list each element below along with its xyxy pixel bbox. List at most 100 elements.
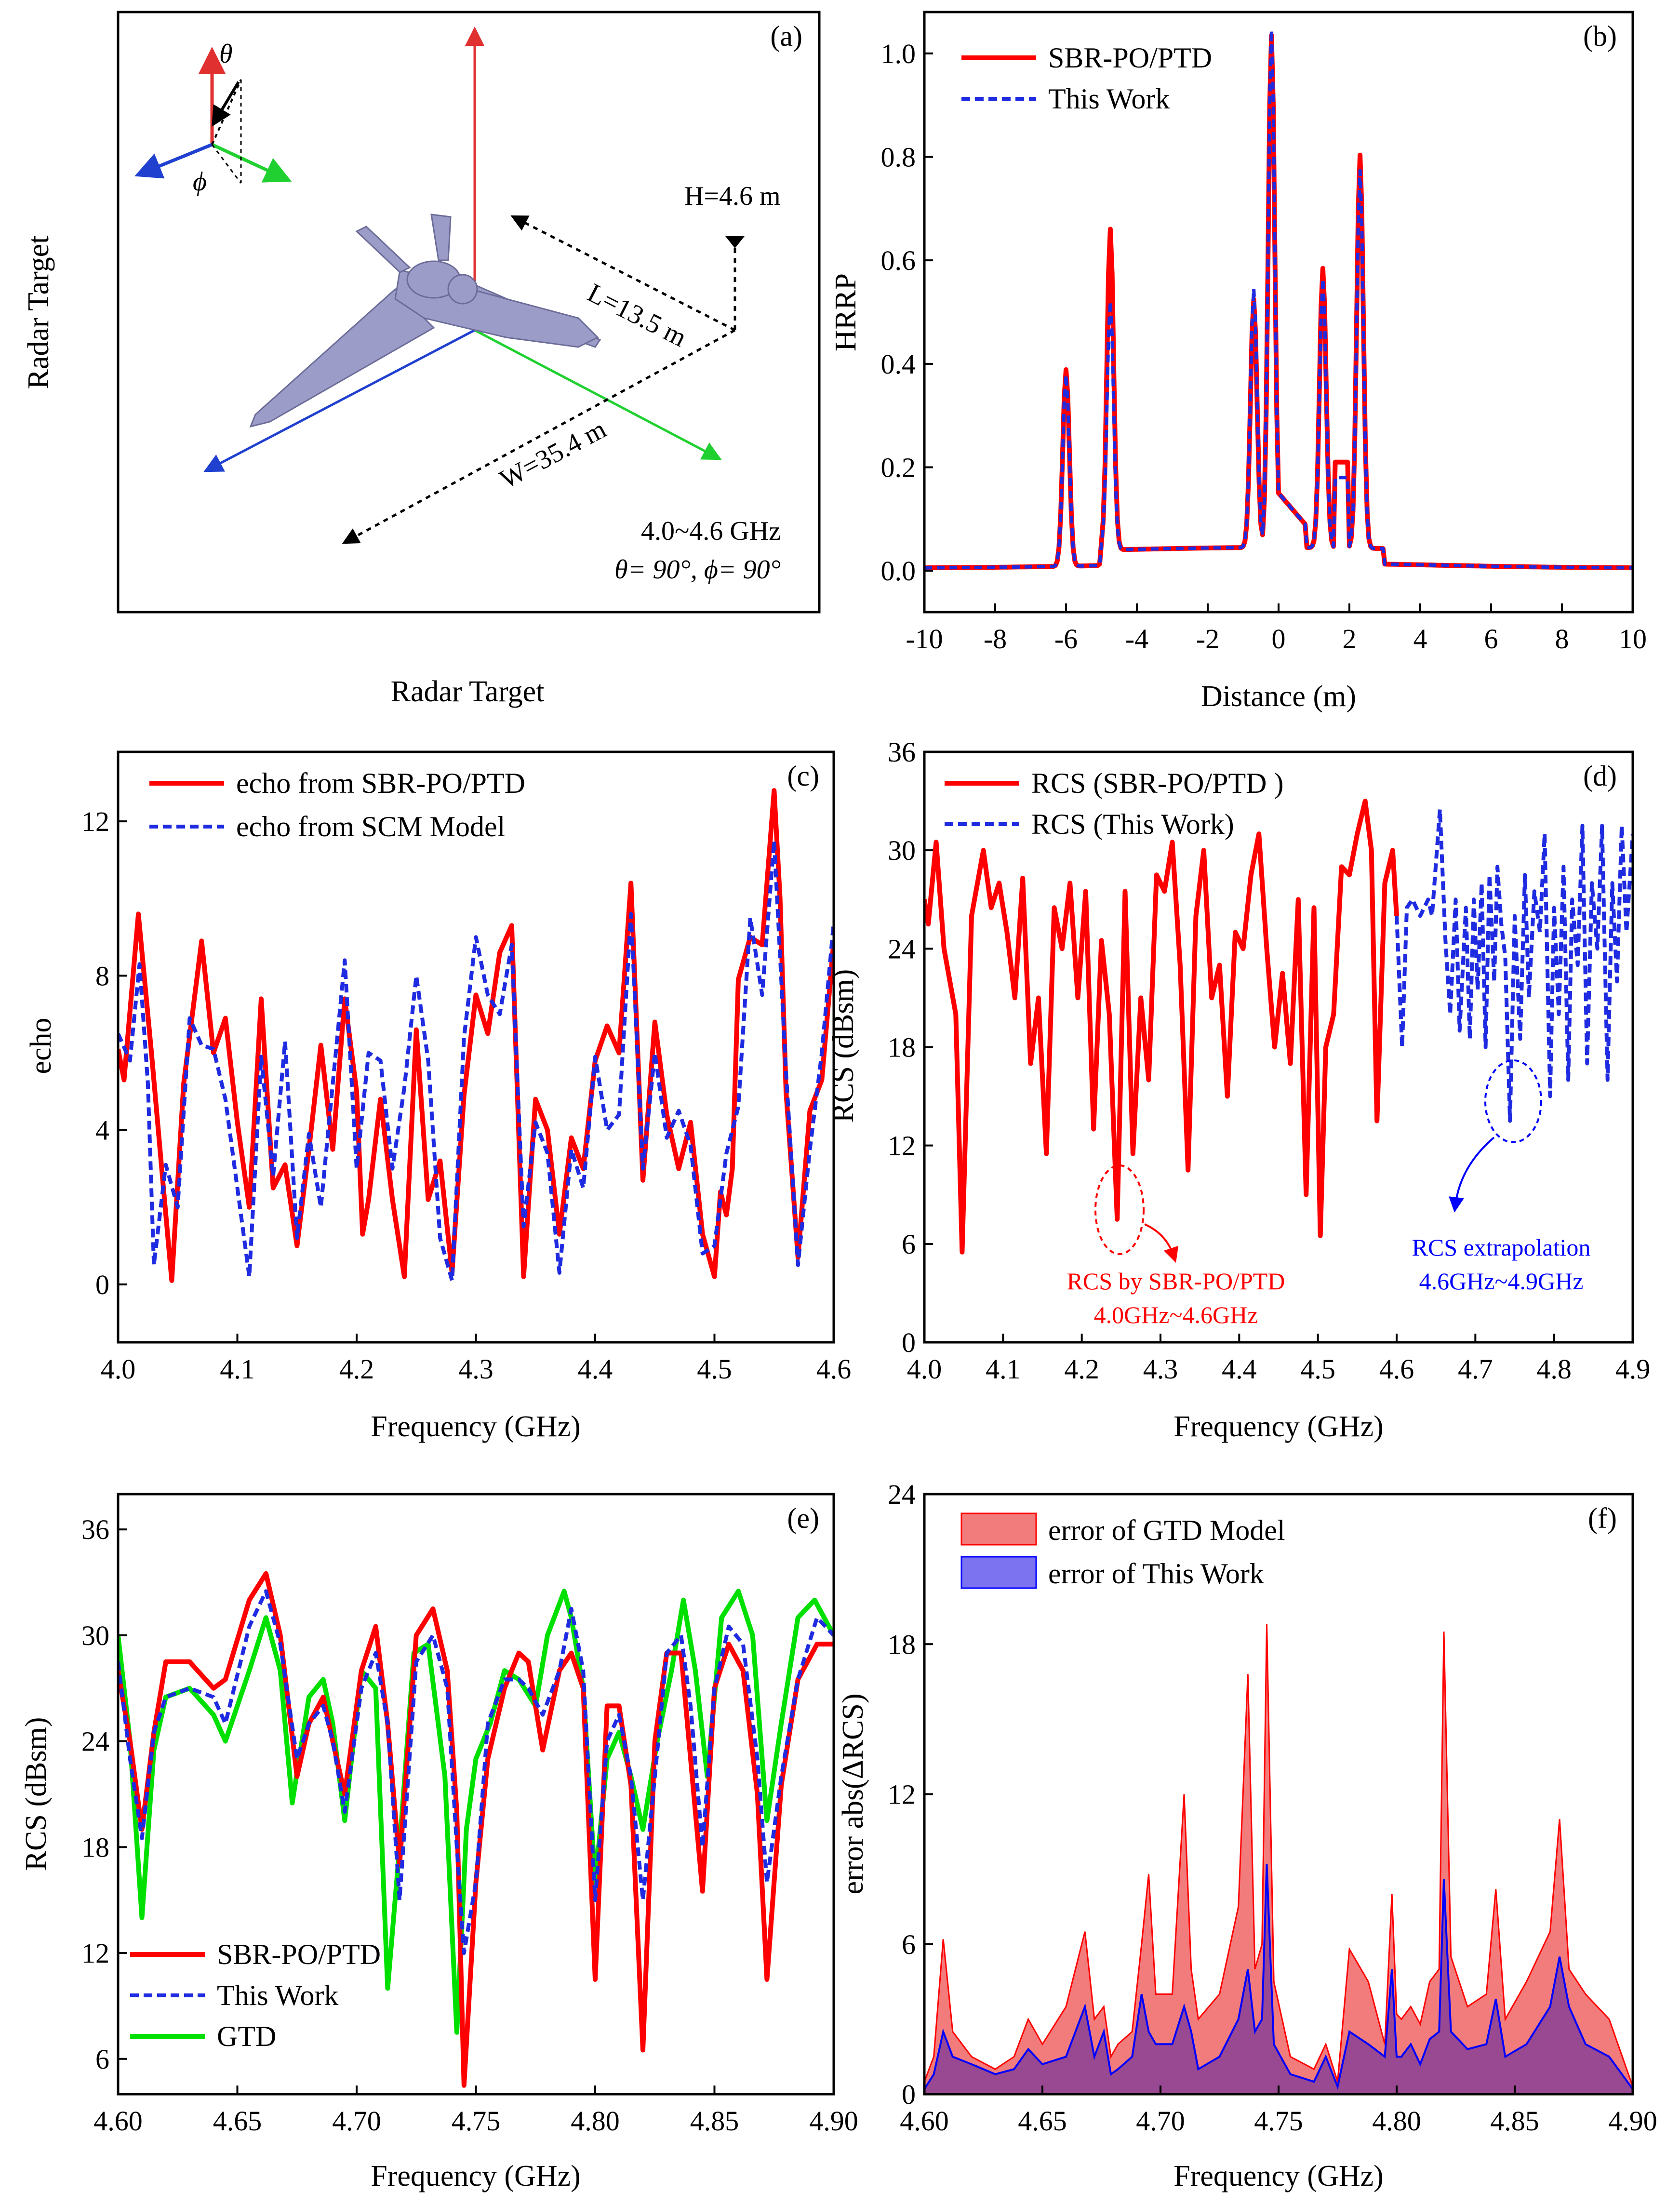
chart-d-xlabel: Frequency (GHz)	[1173, 1410, 1384, 1443]
chart-c-plot: 4.0 4.1 4.2 4.3 4.4 4.5 4.6 0 4 8 12	[81, 788, 851, 1385]
chart-e-x-tick-label: 4.70	[332, 2105, 381, 2137]
chart-f-xlabel: Frequency (GHz)	[1173, 2160, 1384, 2193]
chart-f-frame	[923, 1493, 1634, 2096]
theta-symbol: θ	[219, 39, 233, 69]
red-annotation-line2: 4.0GHz~4.6GHz	[1094, 1301, 1258, 1328]
panel-a-label: (a)	[770, 20, 802, 52]
chart-c-series-group	[118, 788, 834, 1283]
chart-c-x-tick-label: 4.2	[339, 1353, 374, 1385]
chart-e-xlabel: Frequency (GHz)	[371, 2160, 581, 2193]
angle-note: θ= 90°, ϕ= 90°	[614, 555, 781, 585]
legend-label-echo-sbr: echo from SBR-PO/PTD	[236, 767, 525, 799]
chart-e-x-tick-label: 4.60	[93, 2105, 143, 2137]
x-axis-arrow	[474, 329, 722, 460]
chart-b-x-tick-label: -6	[1054, 623, 1078, 655]
error-gtd-area	[924, 1624, 1633, 2094]
blue-annotation-arrow	[1449, 1136, 1495, 1213]
chart-d-x-tick-label: 4.7	[1458, 1353, 1493, 1385]
chart-e-series-1-line	[118, 1589, 834, 1955]
chart-d-ylabel: RCS (dBsm)	[827, 969, 860, 1123]
height-marker	[725, 236, 745, 248]
chart-f: 4.60 4.65 4.70 4.75 4.80 4.85 4.90 0 6 12 18 24 (f)…	[837, 1479, 1657, 2193]
chart-f-x-tick-label: 4.90	[1608, 2105, 1657, 2137]
chart-f-series-group	[924, 1624, 1633, 2094]
chart-f-ylabel: error abs(ΔRCS)	[837, 1694, 869, 1895]
chart-e-y-tick-label: 6	[95, 2044, 109, 2075]
chart-b-x-tick-label: 10	[1619, 623, 1647, 655]
chart-d-y-tick-label: 24	[888, 933, 916, 964]
chart-d-x-tick-label: 4.8	[1536, 1353, 1572, 1385]
legend-label-e-sbr: SBR-PO/PTD	[217, 1939, 381, 1970]
chart-b-xlabel: Distance (m)	[1201, 680, 1356, 713]
legend-label-e-gtd: GTD	[217, 2020, 276, 2052]
y-axis-arrow	[203, 329, 476, 472]
chart-e-x-tick-label: 4.90	[809, 2105, 858, 2137]
chart-c-ylabel: echo	[25, 1017, 57, 1074]
width-dimension	[342, 329, 736, 544]
error-this-work-area	[924, 1864, 1633, 2094]
chart-c-legend: echo from SBR-PO/PTD echo from SCM Model	[149, 767, 525, 842]
chart-f-y-tick-label: 24	[888, 1479, 916, 1510]
chart-d-y-tick-label: 18	[888, 1032, 916, 1063]
chart-c-x-tick-label: 4.0	[101, 1353, 136, 1385]
chart-e-ylabel: RCS (dBsm)	[20, 1717, 53, 1871]
panel-a: (a) Radar Target Radar Target θ ϕ	[22, 11, 821, 708]
chart-e-label: (e)	[787, 1502, 819, 1534]
chart-b-x-tick-label: -4	[1125, 623, 1148, 655]
chart-c-x-tick-label: 4.5	[697, 1353, 732, 1385]
chart-e-y-tick-label: 30	[81, 1620, 109, 1651]
panel-a-frame	[117, 11, 821, 614]
chart-f-y-tick-label: 0	[902, 2079, 916, 2110]
chart-d-x-tick-label: 4.6	[1379, 1353, 1414, 1385]
chart-d-series-1-line	[1395, 807, 1633, 1123]
chart-e-y-tick-label: 18	[81, 1832, 109, 1863]
chart-b-x-tick-label: -10	[906, 623, 943, 655]
legend-label-e-this-work: This Work	[217, 1979, 338, 2011]
chart-e-legend: SBR-PO/PTD This Work GTD	[130, 1939, 381, 2052]
chart-d-series-group	[924, 799, 1633, 1255]
legend-label-echo-scm: echo from SCM Model	[236, 811, 505, 842]
chart-c-series-0-line	[118, 788, 834, 1283]
chart-e-series-2-line	[118, 1589, 834, 2035]
chart-b-series-group	[924, 28, 1633, 571]
chart-e-y-tick-label: 24	[81, 1726, 109, 1757]
chart-b-x-tick-label: 8	[1555, 623, 1569, 655]
chart-d-plot: 4.0 4.1 4.2 4.3 4.4 4.5 4.6 4.7 4.8 4.9 0 6 12 18 24 30…	[888, 736, 1650, 1385]
panel-a-ylabel: Radar Target	[22, 236, 55, 389]
chart-c: 4.0 4.1 4.2 4.3 4.4 4.5 4.6 0 4 8 12 (c) Frequency…	[25, 750, 851, 1443]
chart-d-y-tick-label: 0	[902, 1327, 916, 1358]
blue-annotation-line2: 4.6GHz~4.9GHz	[1419, 1268, 1584, 1295]
legend-label-f-gtd: error of GTD Model	[1048, 1514, 1285, 1546]
legend-swatch-f-this-work	[960, 1556, 1037, 1589]
chart-f-y-tick-label: 18	[888, 1629, 916, 1660]
blue-highlight-ellipse	[1484, 1059, 1542, 1143]
chart-b-x-tick-label: 4	[1413, 623, 1427, 655]
chart-b-x-tick-label: 2	[1343, 623, 1357, 655]
chart-d-x-tick-label: 4.5	[1300, 1353, 1335, 1385]
chart-f-plot: 4.60 4.65 4.70 4.75 4.80 4.85 4.90 0 6 12 18 24	[888, 1479, 1657, 2137]
chart-f-x-tick-label: 4.60	[900, 2105, 949, 2137]
width-label: W=35.4 m	[495, 414, 611, 495]
chart-f-x-tick-label: 4.65	[1018, 2105, 1067, 2137]
chart-d-x-tick-label: 4.1	[986, 1353, 1021, 1385]
chart-f-y-tick-label: 6	[902, 1929, 916, 1960]
chart-c-xlabel: Frequency (GHz)	[371, 1410, 581, 1443]
chart-c-frame	[117, 750, 835, 1344]
airplane-image	[249, 214, 601, 428]
chart-b-x-tick-label: -2	[1196, 623, 1219, 655]
chart-d-label: (d)	[1583, 760, 1617, 792]
chart-c-x-tick-label: 4.1	[220, 1353, 255, 1385]
chart-d-x-tick-label: 4.4	[1222, 1353, 1257, 1385]
chart-b-x-tick-label: 6	[1484, 623, 1498, 655]
chart-f-y-tick-label: 12	[888, 1779, 916, 1810]
chart-d-x-tick-label: 4.2	[1064, 1353, 1099, 1385]
chart-e-x-tick-label: 4.75	[452, 2105, 501, 2137]
frequency-note: 4.0~4.6 GHz	[641, 516, 781, 546]
chart-e-x-tick-label: 4.80	[571, 2105, 620, 2137]
red-annotation-line1: RCS by SBR-PO/PTD	[1067, 1268, 1285, 1295]
legend-label-f-this-work: error of This Work	[1048, 1558, 1264, 1590]
chart-e-plot: 4.60 4.65 4.70 4.75 4.80 4.85 4.90 6 12 18 24 30 36	[81, 1514, 858, 2137]
chart-f-x-tick-label: 4.70	[1136, 2105, 1185, 2137]
chart-d-y-tick-label: 6	[902, 1229, 916, 1260]
